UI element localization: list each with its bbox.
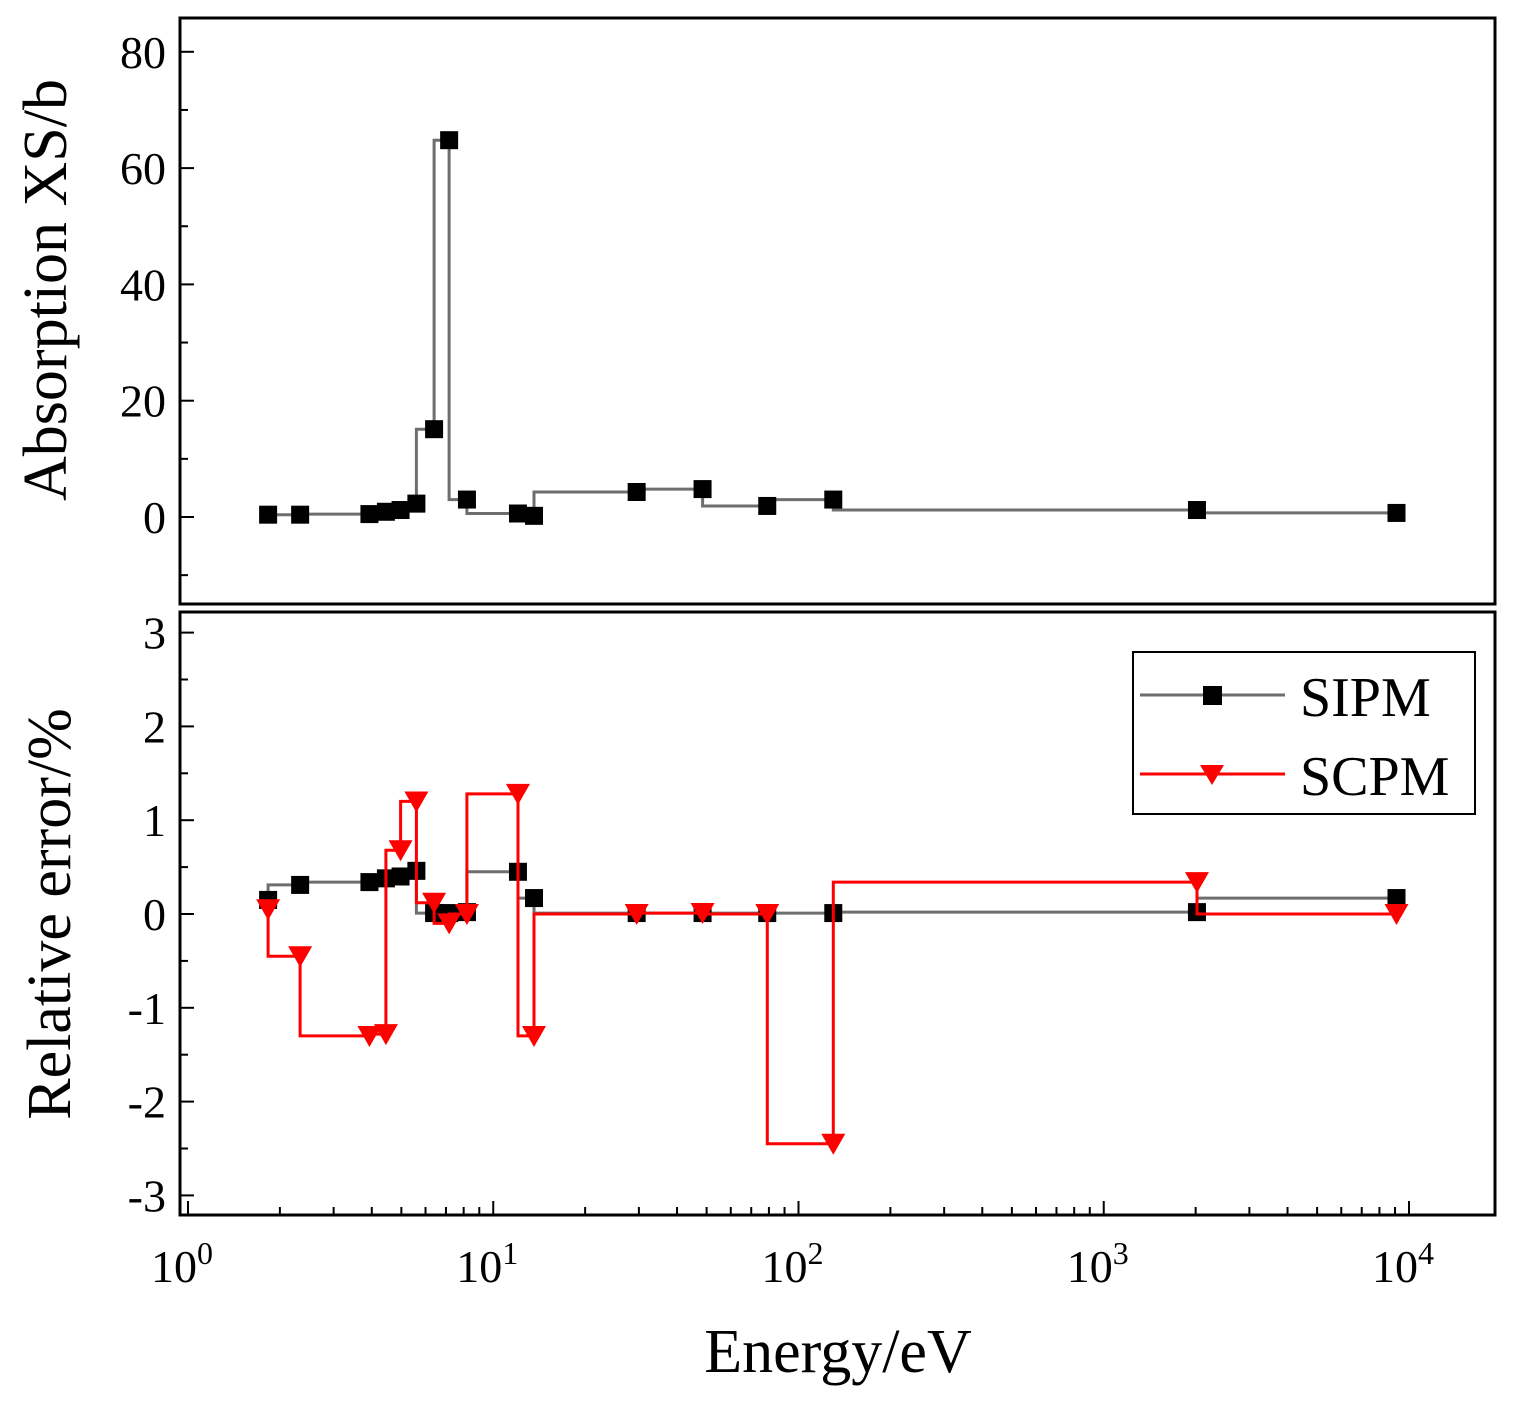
- x-tick-label: 103: [1067, 1235, 1129, 1292]
- top-sipm-point: [758, 496, 777, 515]
- x-tick-label: 100: [151, 1235, 213, 1292]
- top-sipm-point: [407, 494, 426, 513]
- bottom-scpm-point: [821, 1133, 846, 1155]
- bottom-y-tick-label: -3: [128, 1170, 166, 1221]
- top-sipm-point: [824, 490, 843, 509]
- bottom-y-axis-title: Relative error/%: [16, 708, 84, 1119]
- bottom-y-tick-label: -1: [128, 983, 166, 1034]
- legend-entry-scpm: SCPM: [1140, 746, 1449, 808]
- bottom-plot-area: [256, 783, 1409, 1155]
- bottom-scpm-point: [288, 946, 313, 968]
- bottom-scpm-point: [404, 791, 429, 813]
- bottom-scpm-point: [373, 1024, 398, 1046]
- top-series-sipm: [259, 131, 1406, 525]
- bottom-sipm-point: [525, 889, 544, 908]
- legend-box: [1132, 651, 1476, 815]
- top-panel: 0 20 40 60 80 Absorption XS/b: [12, 16, 1497, 606]
- bottom-scpm-point: [1384, 904, 1409, 925]
- legend-scpm-label: SCPM: [1300, 746, 1449, 808]
- bottom-sipm-point: [360, 873, 379, 892]
- bottom-sipm-point: [391, 867, 410, 886]
- top-sipm-point: [360, 505, 379, 524]
- bottom-scpm-point: [256, 899, 281, 921]
- bottom-y-tick-label: -2: [128, 1077, 166, 1128]
- top-sipm-point: [440, 131, 459, 150]
- top-y-tick-label: 40: [120, 259, 166, 310]
- top-sipm-point: [693, 480, 712, 499]
- legend-scpm-marker: [1200, 765, 1224, 785]
- top-y-tick-label: 20: [120, 376, 166, 427]
- bottom-scpm-point: [357, 1025, 382, 1047]
- bottom-y-tick-label: 2: [143, 701, 166, 752]
- top-y-tick-label: 0: [143, 492, 166, 543]
- bottom-series-scpm: [256, 783, 1409, 1155]
- top-sipm-point: [1387, 503, 1406, 522]
- top-plot-frame: [178, 16, 1497, 606]
- top-sipm-point: [291, 505, 310, 524]
- top-sipm-point: [627, 482, 646, 501]
- bottom-scpm-point: [454, 904, 479, 925]
- bottom-panel: -3 -2 -1 0 1 2 3 100 101 102 103 104 Relative erro…: [16, 608, 1497, 1386]
- legend-entry-sipm: SIPM: [1140, 667, 1431, 729]
- bottom-sipm-point: [291, 875, 310, 894]
- top-sipm-point: [508, 504, 527, 523]
- bottom-scpm-point: [422, 892, 447, 914]
- bottom-scpm-point: [522, 1025, 547, 1047]
- bottom-y-tick-label: 1: [143, 795, 166, 846]
- top-sipm-point: [259, 505, 278, 524]
- top-sipm-point: [1187, 501, 1206, 520]
- bottom-y-tick-label: 3: [143, 608, 166, 659]
- top-sipm-point: [457, 490, 476, 509]
- x-tick-label: 101: [456, 1235, 518, 1292]
- x-tick-label: 104: [1372, 1235, 1434, 1292]
- legend: SIPM SCPM: [1132, 651, 1476, 815]
- top-plot-area: [259, 131, 1406, 525]
- top-sipm-point: [525, 506, 544, 525]
- bottom-scpm-point: [624, 904, 649, 925]
- top-sipm-point: [391, 501, 410, 520]
- bottom-scpm-point: [388, 840, 413, 862]
- bottom-y-tick-label: 0: [143, 889, 166, 940]
- legend-sipm-marker: [1203, 686, 1222, 705]
- x-tick-label: 102: [762, 1235, 824, 1292]
- top-sipm-point: [425, 420, 444, 439]
- bottom-scpm-point: [1184, 872, 1209, 894]
- bottom-scpm-point: [505, 783, 530, 805]
- legend-sipm-label: SIPM: [1300, 667, 1431, 729]
- top-y-axis: 0 20 40 60 80: [120, 27, 194, 577]
- bottom-y-axis: -3 -2 -1 0 1 2 3: [128, 608, 194, 1221]
- bottom-scpm-point: [437, 913, 462, 935]
- top-sipm-point: [376, 502, 395, 521]
- top-y-axis-title: Absorption XS/b: [12, 79, 80, 501]
- x-axis: 100 101 102 103 104: [151, 1201, 1434, 1292]
- x-axis-title: Energy/eV: [704, 1318, 972, 1386]
- bottom-scpm-point: [755, 904, 780, 925]
- top-y-tick-label: 80: [120, 27, 166, 78]
- bottom-sipm-point: [1387, 889, 1406, 908]
- top-y-tick-label: 60: [120, 143, 166, 194]
- bottom-scpm-point: [690, 903, 715, 925]
